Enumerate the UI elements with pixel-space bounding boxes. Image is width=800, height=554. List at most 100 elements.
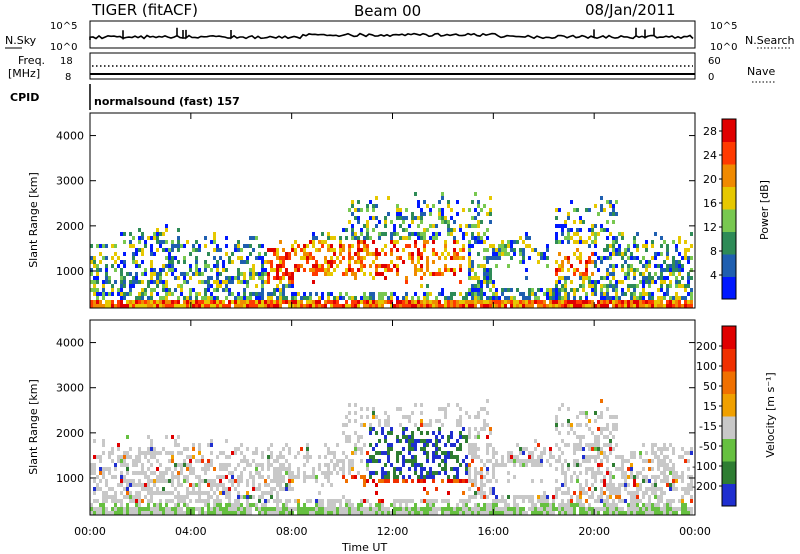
data-cell <box>543 451 546 455</box>
data-cell <box>114 511 117 515</box>
data-cell <box>228 487 231 491</box>
data-cell <box>591 304 594 308</box>
data-cell <box>426 304 429 308</box>
data-cell <box>399 439 402 443</box>
data-cell <box>687 487 690 491</box>
data-cell <box>513 463 516 467</box>
data-cell <box>663 443 666 447</box>
data-cell <box>441 212 444 216</box>
data-cell <box>453 455 456 459</box>
data-cell <box>285 296 288 300</box>
data-cell <box>375 483 378 487</box>
data-cell <box>495 463 498 467</box>
data-cell <box>219 272 222 276</box>
data-cell <box>471 483 474 487</box>
data-cell <box>669 471 672 475</box>
data-cell <box>690 483 693 487</box>
data-cell <box>318 507 321 511</box>
data-cell <box>567 499 570 503</box>
data-cell <box>309 296 312 300</box>
data-cell <box>426 439 429 443</box>
colorbar-tick-label: 12 <box>703 221 717 234</box>
data-cell <box>126 479 129 483</box>
data-cell <box>153 471 156 475</box>
data-cell <box>93 284 96 288</box>
colorbar-segment <box>722 326 736 349</box>
data-cell <box>570 503 573 507</box>
data-cell <box>186 495 189 499</box>
data-cell <box>474 296 477 300</box>
data-cell <box>348 252 351 256</box>
data-cell <box>285 483 288 487</box>
data-cell <box>153 455 156 459</box>
colorbar-segment <box>722 209 736 232</box>
colorbar-segment <box>722 119 736 142</box>
data-cell <box>594 455 597 459</box>
data-cell <box>135 272 138 276</box>
data-cell <box>237 495 240 499</box>
data-cell <box>573 220 576 224</box>
data-cell <box>471 296 474 300</box>
data-cell <box>606 503 609 507</box>
data-cell <box>666 463 669 467</box>
data-cell <box>645 240 648 244</box>
data-cell <box>135 503 138 507</box>
data-cell <box>444 268 447 272</box>
data-cell <box>651 300 654 304</box>
data-cell <box>531 459 534 463</box>
data-cell <box>141 467 144 471</box>
data-cell <box>156 475 159 479</box>
data-cell <box>369 200 372 204</box>
data-cell <box>357 300 360 304</box>
data-cell <box>327 511 330 515</box>
data-cell <box>666 304 669 308</box>
data-cell <box>210 304 213 308</box>
data-cell <box>267 276 270 280</box>
data-cell <box>324 443 327 447</box>
data-cell <box>480 236 483 240</box>
data-cell <box>414 192 417 196</box>
data-cell <box>243 507 246 511</box>
data-cell <box>384 252 387 256</box>
data-cell <box>114 495 117 499</box>
data-cell <box>690 487 693 491</box>
data-cell <box>579 435 582 439</box>
data-cell <box>429 419 432 423</box>
data-cell <box>504 252 507 256</box>
data-cell <box>183 280 186 284</box>
data-cell <box>375 248 378 252</box>
data-cell <box>102 256 105 260</box>
data-cell <box>165 451 168 455</box>
data-cell <box>219 467 222 471</box>
data-cell <box>663 491 666 495</box>
data-cell <box>258 483 261 487</box>
data-cell <box>414 443 417 447</box>
data-cell <box>642 272 645 276</box>
data-cell <box>360 208 363 212</box>
data-cell <box>186 447 189 451</box>
data-cell <box>561 471 564 475</box>
data-cell <box>573 288 576 292</box>
data-cell <box>534 463 537 467</box>
data-cell <box>132 280 135 284</box>
data-cell <box>387 471 390 475</box>
data-cell <box>177 471 180 475</box>
data-cell <box>105 256 108 260</box>
data-cell <box>165 248 168 252</box>
data-cell <box>207 459 210 463</box>
data-cell <box>609 232 612 236</box>
data-cell <box>207 467 210 471</box>
data-cell <box>102 443 105 447</box>
data-cell <box>135 499 138 503</box>
data-cell <box>264 503 267 507</box>
data-cell <box>417 236 420 240</box>
data-cell <box>465 439 468 443</box>
data-cell <box>144 244 147 248</box>
data-cell <box>438 431 441 435</box>
data-cell <box>228 471 231 475</box>
data-cell <box>339 252 342 256</box>
data-cell <box>135 463 138 467</box>
freq-tick-top: 18 <box>60 56 73 67</box>
data-cell <box>444 296 447 300</box>
data-cell <box>279 455 282 459</box>
